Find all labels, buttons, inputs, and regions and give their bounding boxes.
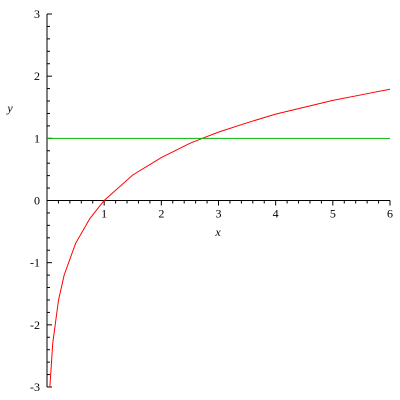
y-tick-label: -2 xyxy=(30,318,40,332)
y-tick-label: 3 xyxy=(34,7,40,21)
series-layer xyxy=(47,88,391,388)
axes xyxy=(46,13,391,388)
x-axis-label: x xyxy=(214,225,221,239)
y-tick-label: 2 xyxy=(34,69,40,83)
x-tick-label: 4 xyxy=(273,207,279,221)
y-tick-label: 0 xyxy=(34,194,40,208)
x-tick-label: 5 xyxy=(330,207,336,221)
y-tick-label: -3 xyxy=(30,380,40,394)
y-tick-label: 1 xyxy=(34,131,40,145)
x-tick-label: 6 xyxy=(387,207,393,221)
x-tick-label: 1 xyxy=(101,207,107,221)
x-tick-label: 3 xyxy=(216,207,222,221)
series-line-1 xyxy=(49,88,391,388)
y-axis-label: y xyxy=(6,101,13,115)
x-tick-label: 2 xyxy=(158,207,164,221)
labels: 1 2 3 4 5 6 -3 -2 -1 0 1 2 3 x y xyxy=(6,7,393,394)
y-tick-label: -1 xyxy=(30,256,40,270)
